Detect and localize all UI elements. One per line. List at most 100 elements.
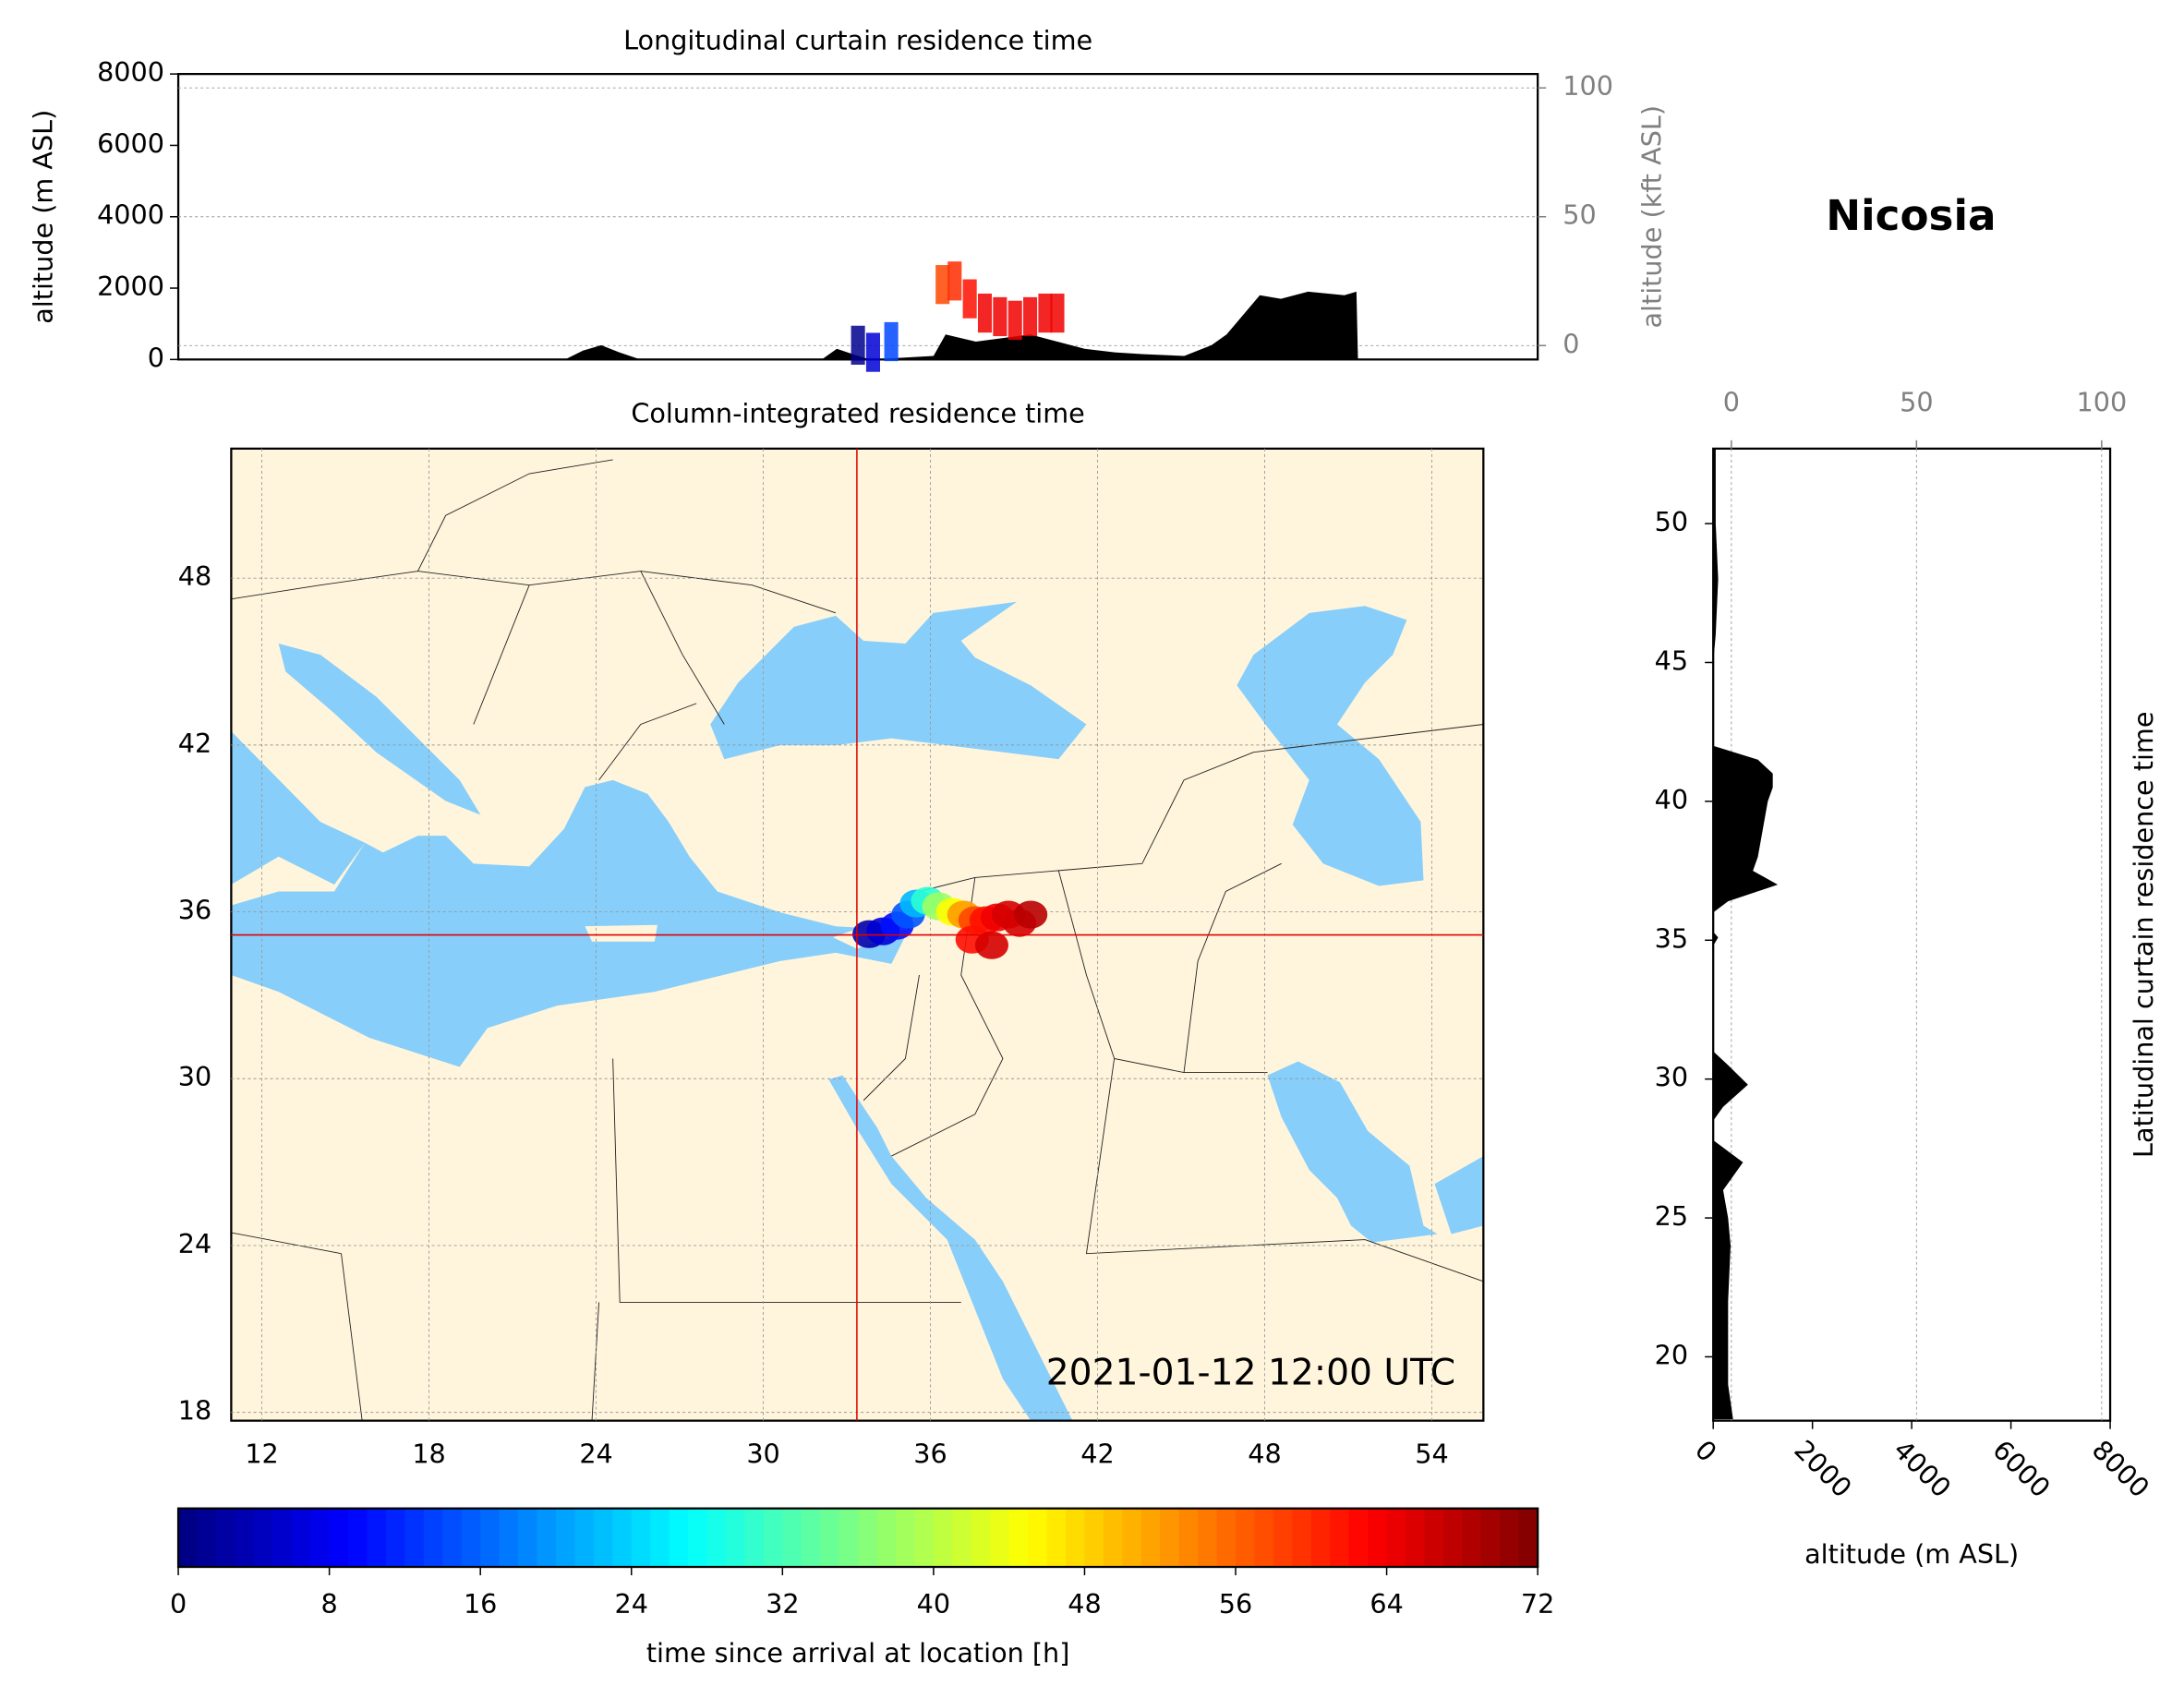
colorbar-tick-label: 40 <box>917 1588 950 1620</box>
colorbar-step <box>914 1508 935 1568</box>
colorbar-step <box>1084 1508 1104 1568</box>
x2-tick-label: 0 <box>1723 387 1740 418</box>
y-tick-label: 20 <box>1655 1339 1688 1370</box>
colorbar-step <box>367 1508 387 1568</box>
colorbar-step <box>499 1508 519 1568</box>
x-tick-label: 24 <box>579 1438 612 1469</box>
colorbar-step <box>215 1508 236 1568</box>
profile-frame <box>1712 447 2112 1422</box>
y2-tick-label: 0 <box>1563 328 1579 359</box>
y-tick-label: 25 <box>1655 1200 1688 1232</box>
colorbar-step <box>971 1508 991 1568</box>
sea <box>278 644 481 815</box>
x-tick-label: 6000 <box>1986 1434 2057 1504</box>
colorbar-step <box>423 1508 444 1568</box>
colorbar-step <box>650 1508 670 1568</box>
y2-tick-label: 100 <box>1563 70 1613 102</box>
colorbar-step <box>688 1508 708 1568</box>
colorbar-step <box>669 1508 689 1568</box>
plume-cell <box>993 296 1008 337</box>
colorbar-step <box>876 1508 897 1568</box>
colorbar-tick-label: 0 <box>170 1588 187 1620</box>
sea <box>1267 1061 1438 1243</box>
colorbar-step <box>1008 1508 1029 1568</box>
colorbar-step <box>801 1508 821 1568</box>
colorbar-tick-label: 48 <box>1068 1588 1101 1620</box>
colorbar-step <box>1348 1508 1369 1568</box>
y-tick-label: 35 <box>1655 922 1688 954</box>
colorbar-step <box>404 1508 425 1568</box>
colorbar-step <box>763 1508 784 1568</box>
y-tick-label: 48 <box>178 560 211 592</box>
colorbar-step <box>518 1508 538 1568</box>
y-tick-label: 30 <box>1655 1062 1688 1093</box>
y-tick-label: 4000 <box>97 199 164 231</box>
colorbar-tick-label: 24 <box>615 1588 648 1620</box>
plume-cell <box>977 293 993 333</box>
sea <box>828 1075 1073 1421</box>
x-axis-label: altitude (m ASL) <box>1804 1538 2019 1570</box>
y-tick-label: 18 <box>178 1395 211 1427</box>
colorbar-label: time since arrival at location [h] <box>646 1637 1070 1668</box>
colorbar-step <box>480 1508 501 1568</box>
plume-cell <box>1023 296 1038 337</box>
colorbar-step <box>725 1508 746 1568</box>
colorbar-step <box>574 1508 595 1568</box>
y2-tick-label: 50 <box>1563 199 1596 231</box>
sea <box>1237 606 1424 886</box>
y-tick-label: 50 <box>1655 506 1688 537</box>
sea <box>231 779 909 1067</box>
terrain-area <box>1713 448 1779 1420</box>
x-tick-label: 42 <box>1080 1438 1114 1469</box>
colorbar-step <box>235 1508 255 1568</box>
colorbar-step <box>329 1508 349 1568</box>
colorbar-tick-label: 32 <box>766 1588 799 1620</box>
colorbar-step <box>537 1508 557 1568</box>
x-tick-label: 36 <box>913 1438 947 1469</box>
colorbar-step <box>820 1508 840 1568</box>
x-tick-label: 2000 <box>1788 1434 1858 1504</box>
colorbar-step <box>291 1508 311 1568</box>
y-tick-label: 30 <box>178 1061 211 1092</box>
colorbar-step <box>1140 1508 1161 1568</box>
y-tick-label: 8000 <box>97 56 164 88</box>
plume-cell <box>962 279 977 319</box>
y-tick-label: 24 <box>178 1228 211 1259</box>
x2-tick-label: 100 <box>2077 387 2128 418</box>
plume-cell <box>1038 293 1053 333</box>
x-tick-label: 4000 <box>1888 1434 1958 1504</box>
colorbar-step <box>1518 1508 1538 1568</box>
plume-cell <box>1050 293 1065 333</box>
figure-title: Nicosia <box>1826 191 1996 240</box>
island <box>585 924 658 942</box>
colorbar-step <box>1254 1508 1274 1568</box>
y-tick-label: 42 <box>178 728 211 759</box>
colorbar-step <box>385 1508 406 1568</box>
colorbar-step <box>253 1508 274 1568</box>
colorbar-frame <box>176 1507 1539 1569</box>
colorbar-step <box>1236 1508 1256 1568</box>
colorbar-step <box>1046 1508 1067 1568</box>
colorbar-step <box>348 1508 368 1568</box>
x-tick-label: 54 <box>1415 1438 1448 1469</box>
y-tick-label: 45 <box>1655 644 1688 676</box>
colorbar-step <box>461 1508 481 1568</box>
y2-axis-label: altitude (kft ASL) <box>1635 105 1667 329</box>
chart-title: Longitudinal curtain residence time <box>623 24 1092 55</box>
colorbar-step <box>706 1508 727 1568</box>
colorbar-step <box>1368 1508 1388 1568</box>
colorbar-step <box>272 1508 293 1568</box>
colorbar-step <box>1442 1508 1464 1568</box>
colorbar-step <box>1406 1508 1426 1568</box>
colorbar-tick-label: 56 <box>1219 1588 1252 1620</box>
colorbar-step <box>744 1508 765 1568</box>
plume-cell <box>884 321 899 362</box>
sea <box>231 731 366 885</box>
x-tick-label: 48 <box>1248 1438 1281 1469</box>
plume-cell <box>1008 300 1022 340</box>
y-tick-label: 0 <box>148 342 164 373</box>
x-tick-label: 0 <box>1689 1434 1723 1468</box>
colorbar-step <box>1292 1508 1312 1568</box>
colorbar-step <box>1273 1508 1294 1568</box>
sea <box>1434 1156 1484 1234</box>
